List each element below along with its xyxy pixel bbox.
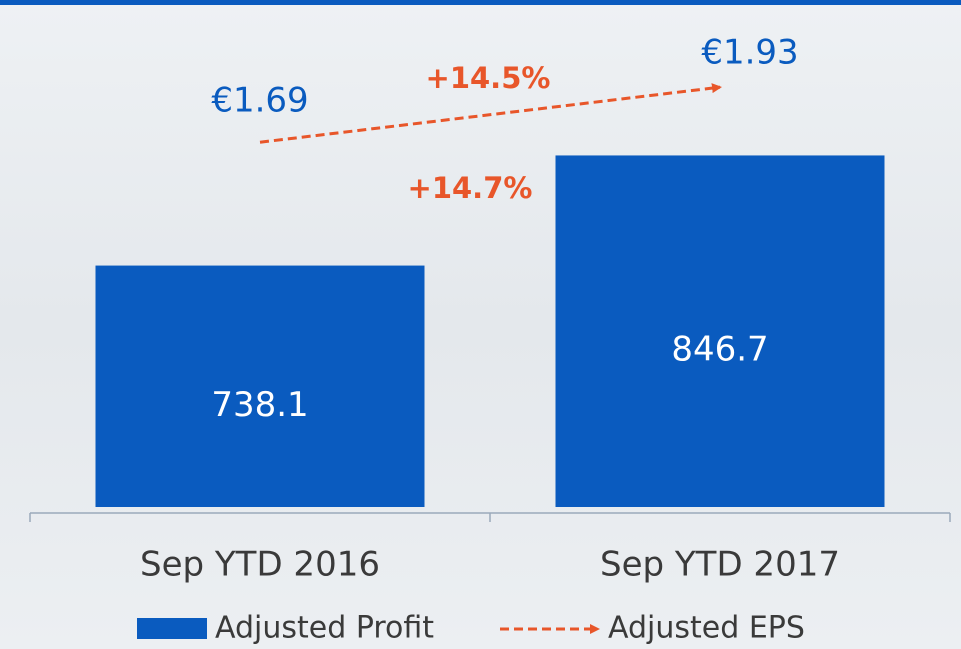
legend-swatch	[137, 618, 207, 639]
legend-label: Adjusted EPS	[608, 611, 805, 646]
bar-value-label: 846.7	[671, 330, 768, 370]
bar	[95, 265, 425, 507]
eps-line	[259, 83, 722, 144]
annotation: +14.5%	[426, 61, 551, 95]
bar-value-label: 738.1	[211, 385, 308, 425]
eps-value-label: €1.93	[701, 33, 798, 73]
eps-value-label: €1.69	[211, 81, 308, 121]
x-tick-label: Sep YTD 2016	[140, 545, 380, 585]
annotation: +14.7%	[408, 171, 533, 205]
top-rule	[0, 0, 961, 5]
category-axis	[29, 512, 951, 522]
x-tick-label: Sep YTD 2017	[600, 545, 840, 585]
legend-label: Adjusted Profit	[215, 611, 434, 646]
bar	[555, 155, 885, 507]
